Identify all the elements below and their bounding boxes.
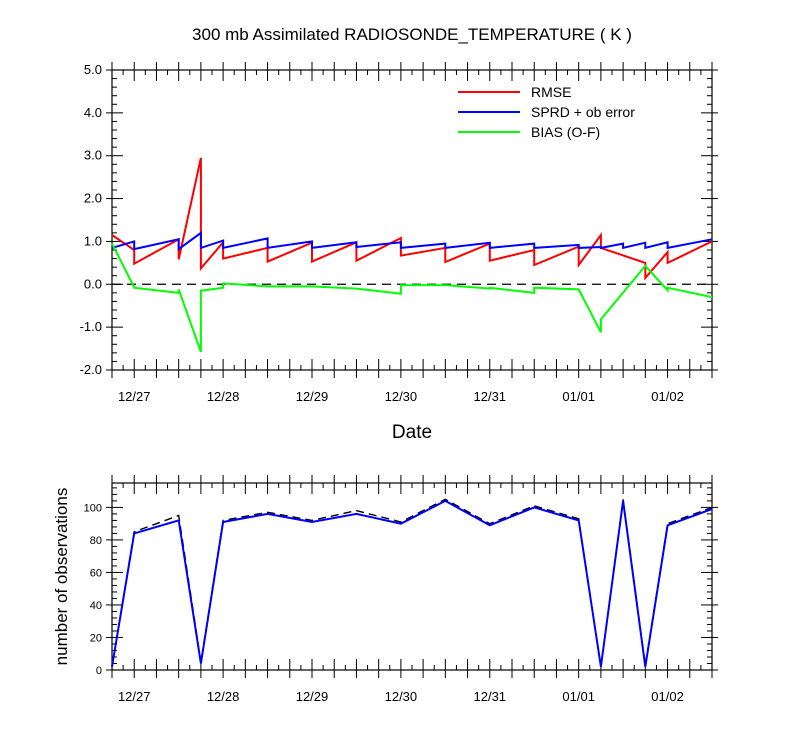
y-tick-label: 0 [96, 665, 102, 677]
x-tick-label: 01/02 [651, 689, 684, 704]
x-tick-label: 12/28 [207, 389, 240, 404]
y-tick-label: 5.0 [84, 62, 102, 77]
x-tick-label: 12/31 [474, 689, 507, 704]
x-tick-label: 01/02 [651, 389, 684, 404]
legend-label: SPRD + ob error [531, 104, 635, 120]
x-tick-label: 12/29 [296, 389, 329, 404]
y-tick-label: -1.0 [80, 319, 102, 334]
x-tick-label: 12/27 [118, 689, 151, 704]
y-tick-label: 40 [90, 600, 102, 612]
x-tick-label: 12/30 [385, 689, 418, 704]
legend-label: BIAS (O-F) [531, 124, 600, 140]
y-tick-label: 20 [90, 632, 102, 644]
x-tick-label: 01/01 [562, 689, 595, 704]
x-tick-label: 01/01 [562, 389, 595, 404]
series-line-rmse [111, 157, 713, 281]
x-tick-label: 12/27 [118, 389, 151, 404]
y-tick-label: 3.0 [84, 148, 102, 163]
series-line-observations [111, 499, 713, 667]
y-axis-label: number of observations [52, 488, 71, 666]
y-tick-label: 1.0 [84, 233, 102, 248]
top-chart: 300 mb Assimilated RADIOSONDE_TEMPERATUR… [80, 25, 718, 443]
y-tick-label: -2.0 [80, 362, 102, 377]
y-tick-label: 60 [90, 567, 102, 579]
series-line-bias-o-f [111, 243, 713, 353]
y-tick-label: 2.0 [84, 191, 102, 206]
x-tick-label: 12/28 [207, 689, 240, 704]
x-tick-label: 12/30 [385, 389, 418, 404]
legend-label: RMSE [531, 84, 571, 100]
x-tick-label: 12/29 [296, 689, 329, 704]
y-tick-label: 100 [84, 502, 102, 514]
x-axis-label: Date [392, 422, 432, 443]
x-tick-label: 12/31 [474, 389, 507, 404]
y-tick-label: 0.0 [84, 276, 102, 291]
series-line-observations-dashed [111, 498, 713, 667]
series-line-sprd-ob-error [111, 230, 713, 252]
bottom-chart: 0 20 40 60 80 100 12/27 12/28 12/29 12/30 12/31 01/… [52, 475, 718, 704]
y-tick-label: 80 [90, 535, 102, 547]
y-tick-label: 4.0 [84, 105, 102, 120]
chart-title: 300 mb Assimilated RADIOSONDE_TEMPERATUR… [192, 25, 632, 44]
